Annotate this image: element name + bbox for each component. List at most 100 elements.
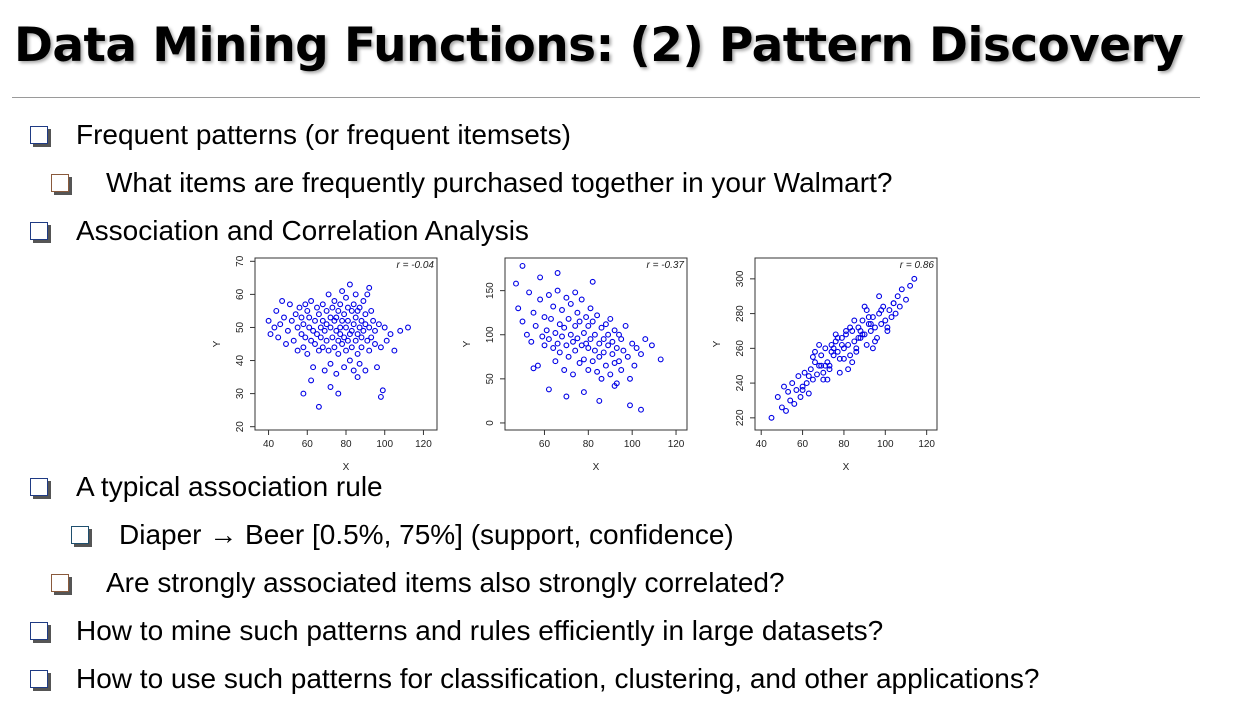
data-point [602,362,609,369]
data-point [339,341,346,347]
data-point [275,334,282,341]
data-point [370,317,377,324]
data-point [613,345,620,351]
data-point [375,321,382,328]
data-point [530,365,537,372]
data-point [865,321,872,327]
data-point [609,351,616,358]
data-point [907,282,914,289]
data-point [605,342,612,349]
bullet-diaper-beer-rule: Diaper → Beer [0.5%, 75%] (support, conf… [71,515,734,555]
data-point [333,314,340,321]
data-point [383,337,390,344]
y-tick-label: 70 [235,255,246,267]
data-point [863,341,870,348]
scatter-svg: 40 60 80 100 120 220 240 260 280 300 X Yr = 0.86 [712,257,938,473]
y-tick-label: 50 [235,321,246,333]
data-point [335,350,342,357]
data-point [587,305,594,312]
data-point [306,314,313,321]
data-point [366,324,373,331]
data-point [826,366,833,373]
plot-frame [754,257,938,431]
data-point [539,333,546,340]
data-point [344,337,351,344]
checkbox-bullet-icon [30,126,48,144]
data-point [519,262,526,269]
data-point [903,296,909,303]
data-point [304,307,311,314]
data-point [598,375,605,382]
bullet-mine-efficiently: How to mine such patterns and rules effi… [30,611,883,651]
checkbox-bullet-icon [30,478,48,496]
bullet-text: Diaper → Beer [0.5%, 75%] (support, conf… [119,519,734,550]
data-point [561,367,568,373]
data-point [368,307,375,314]
data-point [861,331,868,338]
data-point [554,287,561,294]
data-point [853,345,860,352]
data-point [323,307,330,314]
data-point [789,380,796,387]
data-point [580,389,587,396]
data-point [585,345,592,351]
data-point [616,331,622,338]
data-point [843,328,849,334]
data-point [585,367,592,373]
data-point [294,324,301,331]
checkbox-bullet-icon [30,670,48,688]
data-point [314,304,320,311]
data-point [820,369,827,376]
plot-frame [254,257,438,431]
data-point [308,298,315,304]
data-point [561,324,568,331]
data-point [377,393,384,400]
data-point [315,311,322,318]
data-point [323,337,330,344]
data-point [580,330,587,336]
data-point [911,275,918,282]
data-point [335,307,342,314]
data-point [300,344,307,351]
data-point [335,337,342,344]
data-point [523,331,530,338]
data-point [587,336,594,343]
data-point [319,301,326,308]
plot-frame [504,257,688,431]
data-point [344,304,351,311]
y-tick-label: 150 [485,282,496,299]
data-point [327,360,334,367]
data-point [605,331,612,338]
data-point [331,298,338,304]
data-point [341,364,348,371]
data-point [622,322,629,329]
checkbox-bullet-icon [51,174,69,192]
data-point [543,327,550,334]
data-point [591,331,598,338]
data-point [878,321,885,327]
data-point [335,390,342,397]
data-point [847,352,854,359]
checkbox-bullet-icon [30,222,48,240]
data-point [387,331,394,338]
data-point [611,327,618,334]
correlation-annotation: r = 0.86 [900,260,935,271]
data-point [861,303,868,310]
data-point [648,342,655,349]
data-point [843,331,849,338]
x-tick-label: 120 [918,439,935,450]
data-point [594,312,601,319]
data-point [836,355,843,362]
data-point [818,362,825,369]
data-point [578,296,585,303]
data-point [362,321,369,328]
data-point [348,327,355,334]
data-point [556,349,563,356]
data-point [836,369,843,376]
data-point [337,301,344,308]
data-point [572,322,579,329]
data-point [869,345,876,352]
data-point [602,321,609,328]
data-point [346,281,353,288]
y-tick-label: 50 [485,373,496,385]
